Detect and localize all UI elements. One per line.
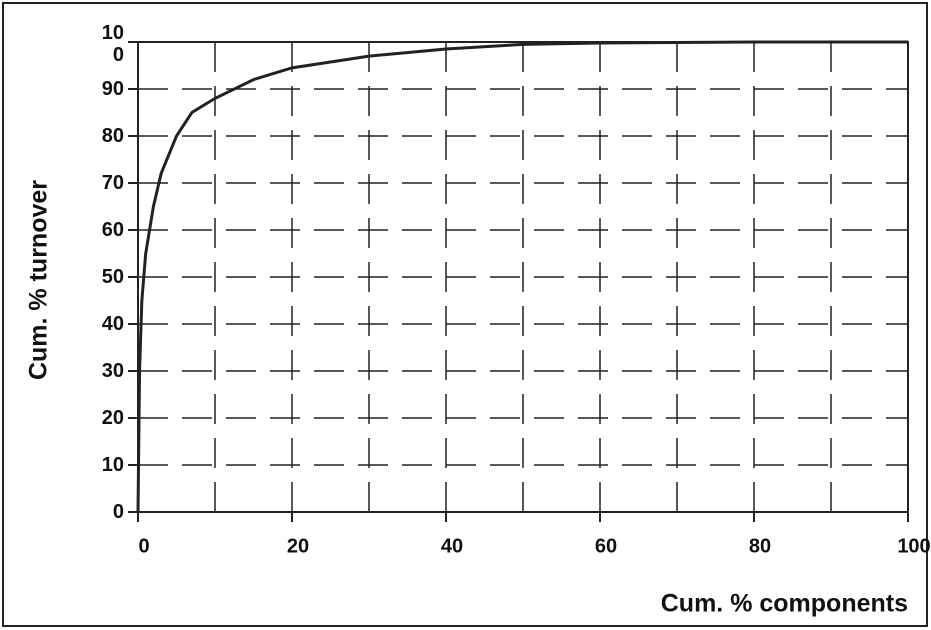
- plot-border: [137, 41, 909, 513]
- x-tick-label: 80: [749, 535, 771, 557]
- x-axis-title: Cum. % components: [661, 590, 908, 618]
- y-tick-label: 90: [101, 78, 124, 100]
- y-tick-label: 40: [101, 313, 124, 335]
- x-tick-label: 60: [595, 535, 617, 557]
- y-tick-label: 70: [101, 172, 124, 194]
- y-tick-label: 80: [101, 125, 124, 147]
- y-tick-label: 60: [101, 219, 124, 241]
- x-tick-label: 100: [897, 535, 930, 557]
- x-tick-label: 40: [441, 535, 463, 557]
- y-tick-label: 30: [101, 360, 124, 382]
- y-tick-label: 100: [101, 22, 124, 66]
- y-axis-title: Cum. % turnover: [25, 180, 53, 380]
- x-tick-label: 20: [287, 535, 309, 557]
- x-tick-label: 0: [138, 535, 149, 557]
- curve: [136, 40, 908, 513]
- y-tick-label: 0: [112, 501, 124, 523]
- y-tick-label: 10: [101, 454, 124, 476]
- y-tick-label: 50: [101, 266, 124, 288]
- y-tick-label: 20: [101, 407, 124, 429]
